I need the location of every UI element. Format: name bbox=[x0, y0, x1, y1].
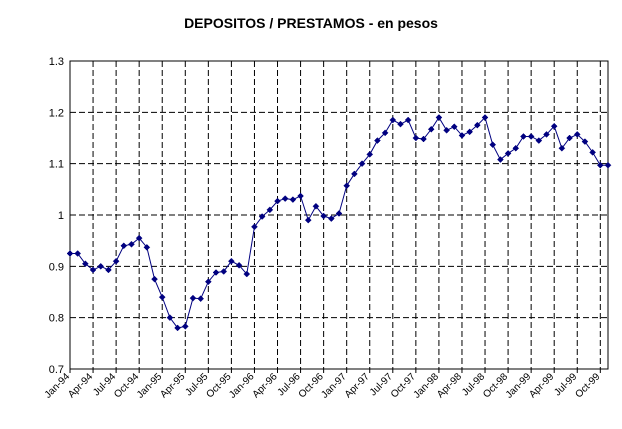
data-point-marker bbox=[158, 293, 166, 301]
data-point-marker bbox=[512, 144, 520, 152]
data-point-marker bbox=[558, 144, 566, 152]
data-point-marker bbox=[297, 192, 304, 200]
data-point-marker bbox=[520, 133, 527, 140]
data-point-marker bbox=[351, 170, 358, 178]
data-point-marker bbox=[220, 268, 228, 275]
data-point-marker bbox=[112, 257, 120, 265]
x-tick-label: Apr-98 bbox=[435, 371, 464, 400]
series-layer bbox=[66, 114, 612, 332]
data-point-marker bbox=[228, 257, 235, 265]
data-point-marker bbox=[82, 260, 89, 268]
data-point-marker bbox=[197, 295, 205, 303]
x-axis: Jan-94Apr-94Jul-94Oct-94Jan-95Apr-95Jul-… bbox=[43, 369, 603, 401]
data-point-marker bbox=[304, 216, 312, 224]
data-point-marker bbox=[135, 234, 143, 242]
data-point-marker bbox=[143, 243, 151, 251]
x-tick-label: Oct-99 bbox=[573, 371, 602, 400]
x-tick-label: Apr-94 bbox=[66, 371, 95, 400]
data-point-marker bbox=[105, 266, 112, 274]
data-point-marker bbox=[389, 116, 397, 124]
data-point-marker bbox=[128, 240, 135, 248]
data-point-marker bbox=[435, 114, 443, 121]
x-tick-label: Jan-99 bbox=[504, 371, 534, 401]
data-point-marker bbox=[66, 250, 74, 257]
data-point-marker bbox=[581, 138, 589, 145]
data-point-marker bbox=[274, 197, 281, 205]
y-tick-label: 1.2 bbox=[49, 107, 64, 119]
data-point-marker bbox=[151, 275, 158, 283]
data-point-marker bbox=[535, 137, 543, 144]
data-point-marker bbox=[189, 294, 197, 302]
data-point-marker bbox=[174, 324, 181, 332]
data-point-marker bbox=[243, 270, 251, 278]
data-point-marker bbox=[281, 195, 289, 202]
data-point-marker bbox=[481, 114, 489, 121]
series-line bbox=[70, 116, 608, 329]
data-point-marker bbox=[74, 250, 82, 257]
data-point-marker bbox=[604, 161, 612, 169]
data-point-marker bbox=[358, 160, 366, 168]
data-point-marker bbox=[596, 161, 604, 169]
data-point-marker bbox=[335, 210, 343, 217]
data-point-marker bbox=[266, 206, 274, 214]
data-point-marker bbox=[374, 137, 381, 144]
data-point-marker bbox=[527, 133, 535, 140]
data-point-marker bbox=[251, 223, 258, 231]
data-point-marker bbox=[312, 202, 320, 210]
plot-area bbox=[69, 60, 609, 370]
y-tick-label: 0.7 bbox=[49, 364, 64, 376]
data-point-marker bbox=[212, 269, 220, 276]
data-point-marker bbox=[489, 141, 497, 149]
y-tick-label: 1 bbox=[58, 210, 64, 222]
x-tick-label: Jan-95 bbox=[135, 371, 165, 401]
data-point-marker bbox=[97, 262, 105, 270]
data-point-marker bbox=[420, 135, 427, 143]
x-tick-label: Jan-97 bbox=[319, 371, 349, 401]
data-point-marker bbox=[504, 150, 512, 157]
data-point-marker bbox=[166, 314, 174, 322]
data-point-marker bbox=[120, 242, 128, 250]
x-tick-label: Apr-97 bbox=[343, 371, 372, 400]
data-point-marker bbox=[497, 156, 504, 163]
data-point-marker bbox=[412, 134, 420, 142]
x-tick-label: Jan-98 bbox=[412, 371, 442, 401]
data-point-marker bbox=[404, 116, 412, 124]
data-point-marker bbox=[443, 126, 450, 134]
data-point-marker bbox=[89, 266, 97, 274]
x-tick-label: Apr-96 bbox=[251, 371, 280, 400]
gridlines bbox=[70, 61, 608, 369]
data-point-marker bbox=[589, 149, 596, 156]
data-point-marker bbox=[543, 131, 550, 138]
data-point-marker bbox=[381, 129, 389, 137]
y-tick-label: 0.8 bbox=[49, 313, 64, 325]
data-point-marker bbox=[327, 215, 335, 222]
data-point-marker bbox=[427, 125, 435, 133]
data-point-marker bbox=[366, 151, 374, 158]
data-point-marker bbox=[573, 131, 581, 138]
data-point-marker bbox=[258, 213, 266, 220]
y-tick-label: 1.1 bbox=[49, 159, 64, 171]
data-point-marker bbox=[473, 121, 481, 129]
data-point-marker bbox=[466, 128, 474, 136]
data-point-marker bbox=[289, 196, 297, 203]
data-point-marker bbox=[181, 323, 189, 330]
data-point-marker bbox=[458, 132, 466, 139]
x-tick-label: Apr-95 bbox=[158, 371, 187, 400]
y-tick-label: 1.3 bbox=[49, 56, 64, 68]
data-point-marker bbox=[397, 120, 404, 128]
chart-title: DEPOSITOS / PRESTAMOS - en pesos bbox=[184, 15, 438, 31]
data-point-marker bbox=[450, 123, 458, 131]
y-axis: 0.7 0.8 0.9 1 1.1 1.2 1.3 bbox=[49, 56, 64, 376]
data-point-marker bbox=[204, 278, 212, 286]
y-tick-label: 0.9 bbox=[49, 261, 64, 273]
data-point-marker bbox=[343, 182, 351, 190]
x-tick-label: Apr-99 bbox=[527, 371, 556, 400]
data-point-marker bbox=[566, 134, 573, 142]
data-point-marker bbox=[320, 212, 327, 220]
data-point-marker bbox=[235, 261, 243, 269]
x-tick-label: Jan-96 bbox=[227, 371, 257, 401]
data-point-marker bbox=[550, 122, 558, 130]
